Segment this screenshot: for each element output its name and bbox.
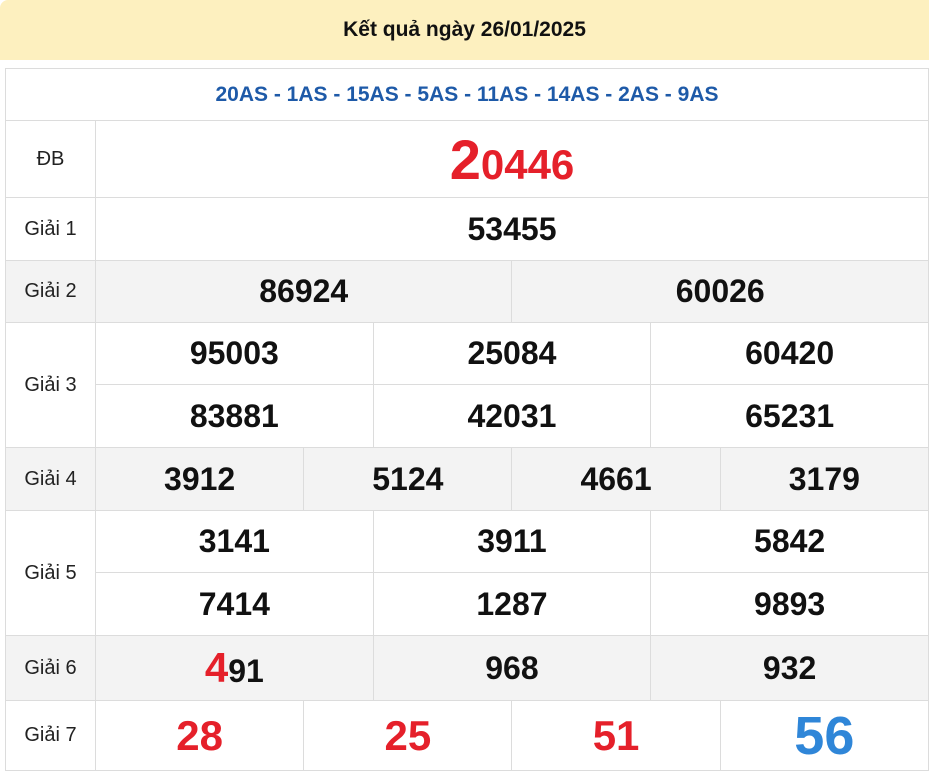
prize-value: 3179 [719, 447, 929, 511]
prize-value: 51 [511, 700, 721, 771]
prize-value: 3141 [95, 510, 374, 573]
prize-label: Giải 4 [5, 447, 96, 511]
prize-value: 56 [719, 700, 929, 771]
prize-label: Giải 7 [5, 700, 96, 771]
prize-value: 5842 [650, 510, 929, 573]
prize-value: 83881 [95, 384, 374, 448]
prize-value: 7414 [95, 572, 374, 636]
prize-label: ĐB [5, 120, 96, 198]
prize-row-g2: Giải 2 86924 60026 [5, 260, 929, 323]
special-prize-tail: 0446 [480, 140, 575, 188]
prize-row-g3: 83881 42031 65231 [6, 384, 929, 448]
prize-label: Giải 6 [5, 635, 96, 701]
prize-row-g4: Giải 4 3912 5124 4661 3179 [5, 447, 929, 511]
prize-value: 25084 [372, 322, 652, 385]
prize-value: 491 [95, 635, 374, 701]
prize-value: 3911 [372, 510, 652, 573]
prize-value-head: 4 [204, 644, 229, 691]
prize-label: Giải 2 [5, 260, 96, 323]
prize-row-db: ĐB 20446 [5, 120, 929, 198]
prize-value: 968 [372, 635, 652, 701]
special-prize-head: 2 [449, 127, 481, 191]
prize-row-g5: 7414 1287 9893 [6, 572, 929, 636]
prize-value-tail: 91 [228, 653, 264, 689]
prize-value: 95003 [95, 322, 374, 385]
prize-label: Giải 5 [5, 510, 96, 636]
prize-value: 86924 [94, 260, 513, 323]
prize-row-g7: Giải 7 28 25 51 56 [5, 700, 929, 771]
prize-value: 9893 [650, 572, 929, 636]
prize-value: 53455 [95, 197, 929, 261]
prize-value: 28 [94, 700, 305, 771]
prize-label: Giải 3 [5, 322, 96, 448]
prize-value: 4661 [511, 447, 721, 511]
prize-value: 1287 [372, 572, 652, 636]
prize-value: 42031 [372, 384, 652, 448]
prize-label: Giải 1 [5, 197, 96, 261]
prize-row-g6: Giải 6 491 968 932 [5, 635, 929, 701]
results-header: Kết quả ngày 26/01/2025 [0, 0, 929, 60]
prize-value: 60026 [511, 260, 929, 323]
prize-value: 65231 [650, 384, 929, 448]
results-table: 20AS - 1AS - 15AS - 5AS - 11AS - 14AS - … [5, 68, 929, 771]
draw-codes: 20AS - 1AS - 15AS - 5AS - 11AS - 14AS - … [5, 68, 929, 121]
prize-value: 60420 [650, 322, 929, 385]
prize-value: 5124 [303, 447, 513, 511]
prize-row-g1: Giải 1 53455 [5, 197, 929, 261]
prize-value: 932 [650, 635, 929, 701]
prize-value: 25 [303, 700, 513, 771]
prize-value: 3912 [94, 447, 305, 511]
codes-row: 20AS - 1AS - 15AS - 5AS - 11AS - 14AS - … [5, 68, 929, 121]
special-prize-value: 20446 [95, 120, 929, 198]
prize-row-g5: Giải 5 3141 3911 5842 [5, 510, 929, 636]
results-title: Kết quả ngày 26/01/2025 [343, 18, 586, 41]
prize-row-g3: Giải 3 95003 25084 60420 [5, 322, 929, 448]
